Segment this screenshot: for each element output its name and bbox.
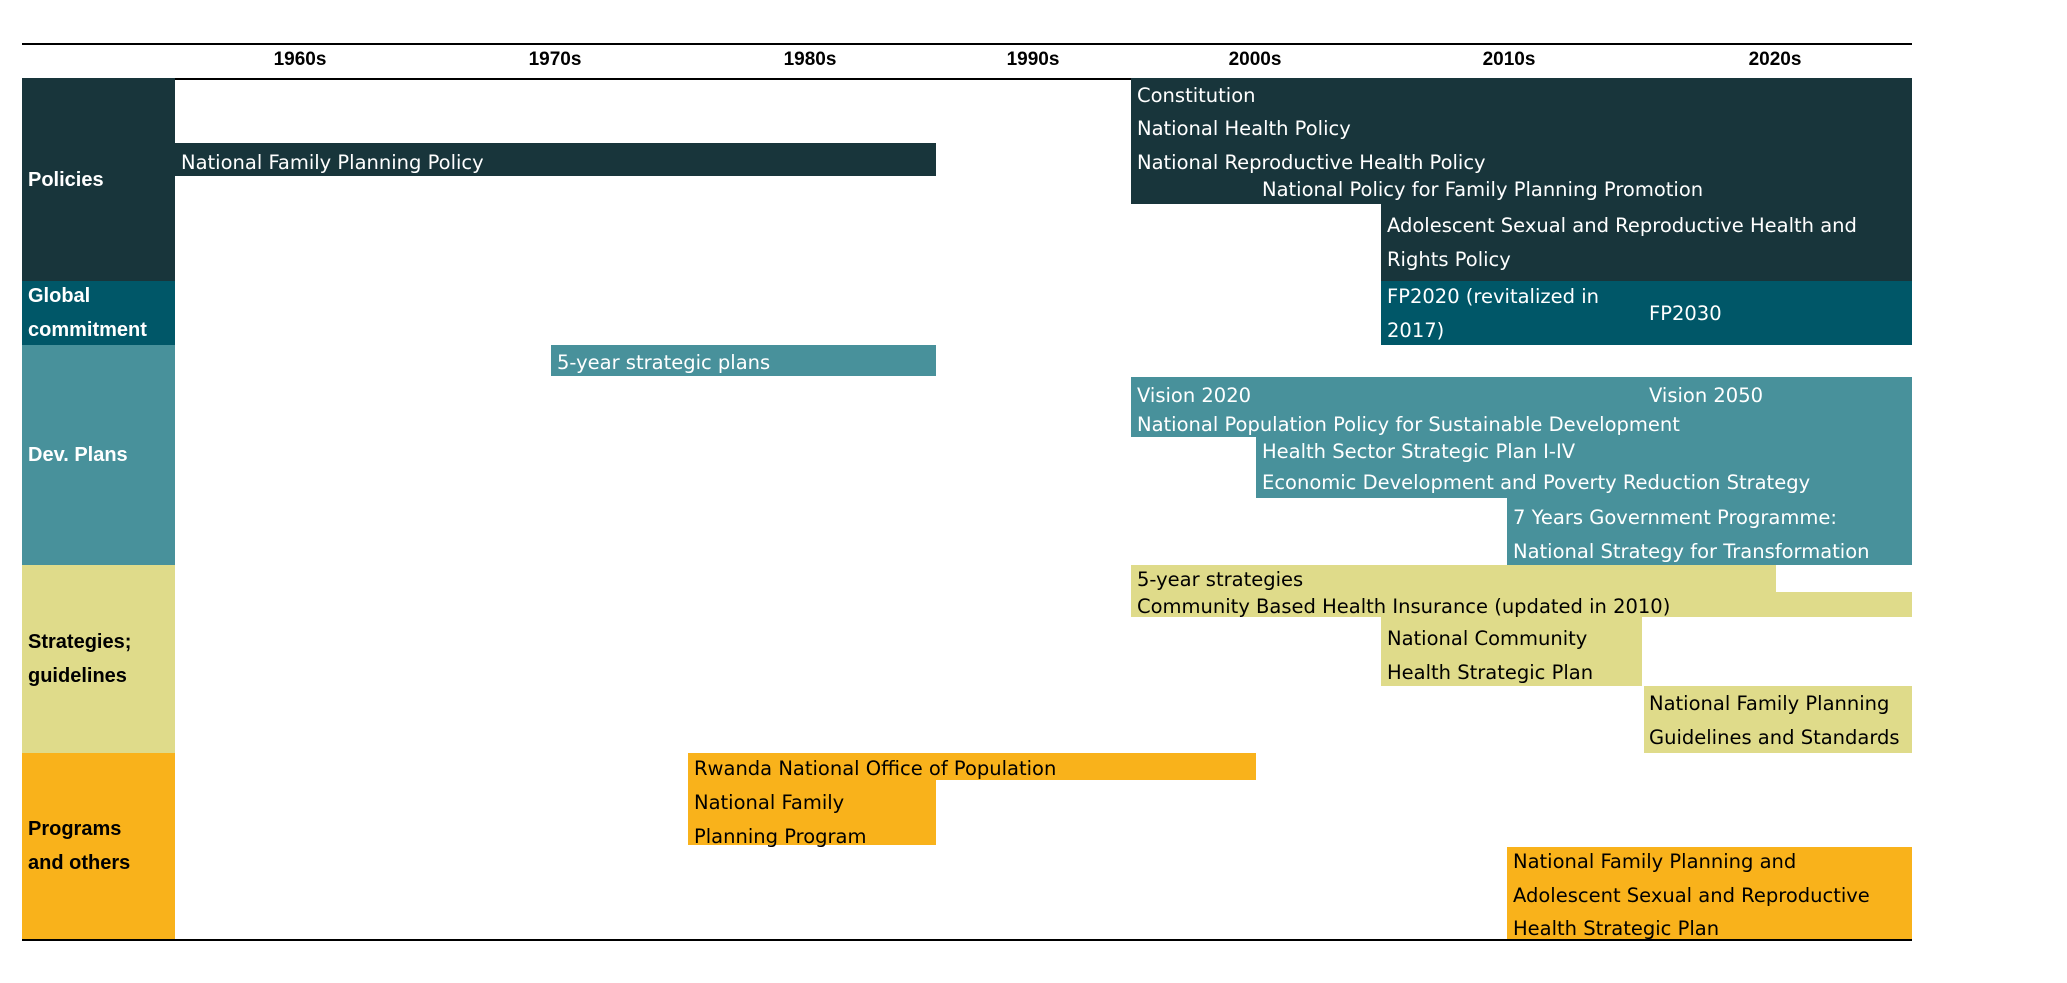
timeline-bar-strategies bbox=[1131, 565, 1776, 592]
decade-label: 2020s bbox=[1748, 49, 1802, 70]
item-cbhi: Community Based Health Insurance (update… bbox=[1137, 595, 1671, 618]
item-national-health-policy: National Health Policy bbox=[1137, 117, 1351, 140]
top-rule bbox=[22, 43, 1912, 45]
item-national-population-policy: National Population Policy for Sustainab… bbox=[1137, 413, 1680, 436]
decade-label: 1980s bbox=[783, 49, 837, 70]
item-health-sector-strategic-plan: Health Sector Strategic Plan I-IV bbox=[1262, 440, 1576, 463]
item-fp2030: FP2030 bbox=[1649, 302, 1722, 325]
item-vision-2020: Vision 2020 bbox=[1137, 384, 1252, 407]
timeline-bar-dev bbox=[551, 345, 936, 376]
category-label: Global commitment bbox=[28, 285, 147, 341]
bottom-rule bbox=[22, 939, 1912, 941]
timeline-bar-strategies bbox=[1131, 592, 1912, 617]
timeline-bar-policies bbox=[175, 143, 936, 176]
category-label: Programs and others bbox=[28, 818, 131, 874]
item-national-reproductive-health-policy: National Reproductive Health Policy bbox=[1137, 151, 1486, 174]
category-programs: Programs and others bbox=[22, 753, 175, 939]
timeline-bar-dev bbox=[1131, 377, 1912, 437]
timeline-bar-programs bbox=[688, 780, 936, 845]
category-label: Strategies; guidelines bbox=[28, 631, 132, 687]
timeline-bar-strategies bbox=[1644, 686, 1912, 753]
timeline-bar-policies bbox=[1256, 176, 1912, 204]
timeline-bar-dev bbox=[1507, 498, 1912, 565]
timeline-bar-dev bbox=[1256, 437, 1912, 498]
item-national-fp-program: National Family Planning Program bbox=[694, 791, 867, 848]
item-seven-years-gov-programme: 7 Years Government Programme: National S… bbox=[1513, 506, 1870, 563]
decade-label: 1970s bbox=[528, 49, 582, 70]
item-national-fp-guidelines: National Family Planning Guidelines and … bbox=[1649, 692, 1900, 749]
item-national-family-planning-policy: National Family Planning Policy bbox=[181, 151, 484, 174]
category-policies: Policies bbox=[22, 78, 175, 281]
item-constitution: Constitution bbox=[1137, 84, 1256, 107]
category-global: Global commitment bbox=[22, 281, 175, 345]
decade-label: 2010s bbox=[1482, 49, 1536, 70]
item-fp2020: FP2020 (revitalized in 2017) bbox=[1387, 285, 1599, 342]
timeline-bar-policies bbox=[1381, 204, 1912, 281]
item-edprs: Economic Development and Poverty Reducti… bbox=[1262, 471, 1811, 494]
item-five-year-strategic-plans: 5-year strategic plans bbox=[557, 351, 771, 374]
item-national-policy-fp-promotion: National Policy for Family Planning Prom… bbox=[1262, 178, 1704, 201]
item-five-year-strategies: 5-year strategies bbox=[1137, 568, 1304, 591]
item-vision-2050: Vision 2050 bbox=[1649, 384, 1764, 407]
item-national-fp-asrh-strategic-plan: National Family Planning and Adolescent … bbox=[1513, 850, 1870, 940]
item-rwanda-national-office-population: Rwanda National Office of Population bbox=[694, 757, 1057, 780]
category-dev: Dev. Plans bbox=[22, 345, 175, 565]
category-label: Policies bbox=[28, 168, 104, 191]
item-adolescent-srh-rights-policy: Adolescent Sexual and Reproductive Healt… bbox=[1387, 214, 1857, 271]
timeline-bar-global bbox=[1381, 281, 1912, 345]
decade-label: 2000s bbox=[1228, 49, 1282, 70]
category-strategies: Strategies; guidelines bbox=[22, 565, 175, 753]
timeline-bar-programs bbox=[688, 753, 1256, 780]
timeline-bar-strategies bbox=[1381, 617, 1642, 686]
item-national-community-health-strategic-plan: National Community Health Strategic Plan bbox=[1387, 627, 1594, 684]
header-rule bbox=[22, 78, 1912, 80]
decade-label: 1990s bbox=[1006, 49, 1060, 70]
timeline-bar-policies bbox=[1131, 78, 1912, 176]
timeline-bar-programs bbox=[1507, 847, 1912, 939]
category-label: Dev. Plans bbox=[28, 444, 128, 466]
decade-label: 1960s bbox=[273, 49, 327, 70]
